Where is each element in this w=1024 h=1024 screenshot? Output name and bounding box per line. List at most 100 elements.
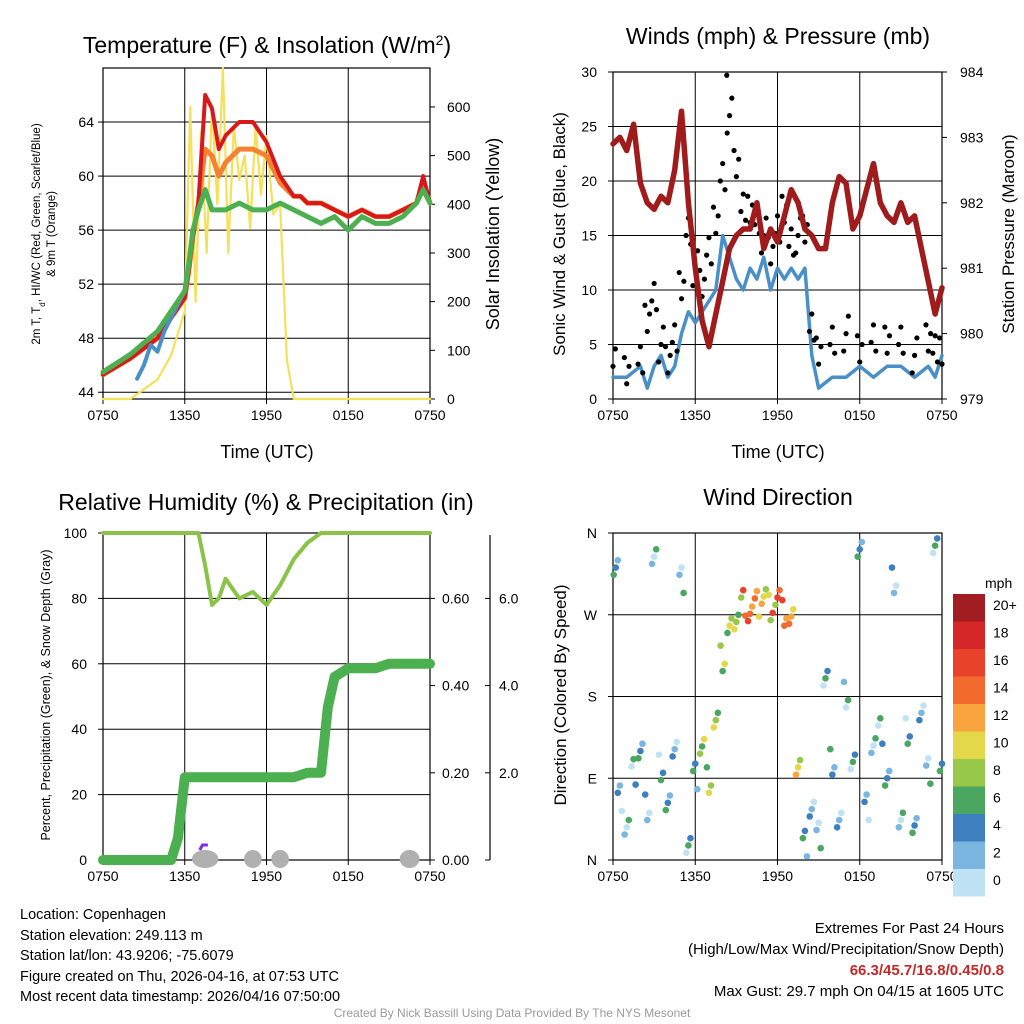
direction-point <box>652 546 660 553</box>
direction-point <box>865 816 872 824</box>
direction-point <box>936 767 944 775</box>
legend-label: 8 <box>993 762 1001 778</box>
direction-point <box>680 589 687 597</box>
direction-point <box>700 735 708 743</box>
gust-point <box>813 335 819 341</box>
direction-point <box>854 553 861 560</box>
dir-xtick-label: 1950 <box>762 868 793 884</box>
dir-ytick-label: S <box>588 689 597 705</box>
gust-point <box>672 322 678 328</box>
gust-point <box>647 311 653 317</box>
gust-point <box>832 350 838 356</box>
wind-y2tick-label: 979 <box>960 391 984 407</box>
gust-point <box>788 226 794 232</box>
legend-label: 4 <box>993 817 1001 833</box>
gust-point <box>928 331 934 337</box>
dir-ytick-label: N <box>587 525 597 541</box>
gust-point <box>738 208 744 215</box>
gust-point <box>722 187 728 193</box>
direction-point <box>787 613 795 620</box>
direction-point <box>698 743 706 750</box>
wind-ylabel: Sonic Wind & Gust (Blue, Black) <box>550 112 569 356</box>
direction-point <box>767 616 774 624</box>
gust-point <box>736 156 742 162</box>
gust-point <box>708 261 714 267</box>
precip-ytick-label: 0.40 <box>442 678 469 694</box>
direction-point <box>801 827 809 835</box>
direction-point <box>904 740 912 748</box>
direction-point <box>892 582 900 589</box>
gust-point <box>674 348 680 354</box>
direction-point <box>717 642 724 649</box>
temp-xtick-label: 0750 <box>414 407 445 423</box>
max-gust-point <box>724 72 730 78</box>
direction-point <box>703 764 711 771</box>
direction-point <box>614 789 622 797</box>
rh-ytick-label: 60 <box>71 656 87 672</box>
credit-text: Created By Nick Bassill Using Data Provi… <box>333 1006 691 1020</box>
legend-label: 12 <box>993 707 1009 723</box>
gust-point <box>809 311 815 317</box>
rh-xtick-label: 1950 <box>251 868 282 884</box>
gust-point <box>816 361 822 367</box>
legend-swatch <box>953 594 985 622</box>
temp-ylabel-line1: 2m T, Td, HI/WC (Red, Green, Scarlet/Blu… <box>31 123 47 344</box>
gust-point <box>653 307 660 313</box>
direction-point <box>744 617 752 625</box>
direction-point <box>897 816 905 824</box>
rh-plot: 0750 1350 1950 0150 07500204060801000.000.20… <box>64 525 519 884</box>
direction-point <box>612 564 620 571</box>
direction-point <box>746 610 754 618</box>
temp-ytick-label: 52 <box>78 276 94 292</box>
snow-depth-mark <box>271 850 289 868</box>
direction-point <box>913 814 920 822</box>
gust-point <box>768 261 774 267</box>
direction-point <box>655 751 663 758</box>
legend-label: 6 <box>993 790 1001 806</box>
legend-label: 0 <box>993 872 1001 888</box>
gust-point <box>770 243 776 249</box>
precip-line <box>98 658 435 865</box>
direction-point <box>883 774 891 782</box>
legend-swatch <box>953 759 985 787</box>
direction-point <box>895 824 903 831</box>
gust-point <box>624 381 630 387</box>
snow-depth-mark <box>244 850 262 868</box>
direction-point <box>817 844 824 852</box>
gust-point <box>665 370 671 376</box>
direction-point <box>924 754 932 762</box>
dir-ytick-label: E <box>588 770 597 786</box>
snow-ytick-label: 6.0 <box>499 590 519 606</box>
snow-depth-mark <box>399 850 420 868</box>
gust-point <box>895 341 902 348</box>
gust-point <box>793 250 799 256</box>
gust-point <box>713 230 719 236</box>
direction-point <box>691 760 699 768</box>
gust-point <box>724 130 730 136</box>
temp-xlabel: Time (UTC) <box>220 442 313 462</box>
rh-ylabel: Percent, Precipitation (Green), & Snow D… <box>39 549 53 840</box>
direction-point <box>618 807 626 815</box>
gust-point <box>651 280 657 287</box>
direction-point <box>662 806 670 814</box>
gust-point <box>720 160 726 167</box>
direction-point <box>758 600 766 608</box>
pressure-line <box>610 108 945 350</box>
direction-point <box>726 622 733 629</box>
gust-point <box>930 350 936 356</box>
wind-y2tick-label: 982 <box>960 195 984 211</box>
legend-swatch <box>953 786 985 814</box>
direction-point <box>885 767 893 775</box>
direction-point <box>856 546 864 553</box>
legend-label: 2 <box>993 845 1001 861</box>
legend-swatch <box>953 649 985 677</box>
wind-ytick-label: 15 <box>581 228 597 244</box>
dir-ylabel: Direction (Colored By Speed) <box>551 584 570 805</box>
temp-ytick-label: 60 <box>78 168 94 184</box>
gust-point <box>882 324 888 330</box>
temp-y2tick-label: 100 <box>447 342 471 358</box>
legend-label: 20+ <box>993 597 1017 613</box>
gust-point <box>900 350 906 356</box>
gust-point <box>923 322 929 328</box>
